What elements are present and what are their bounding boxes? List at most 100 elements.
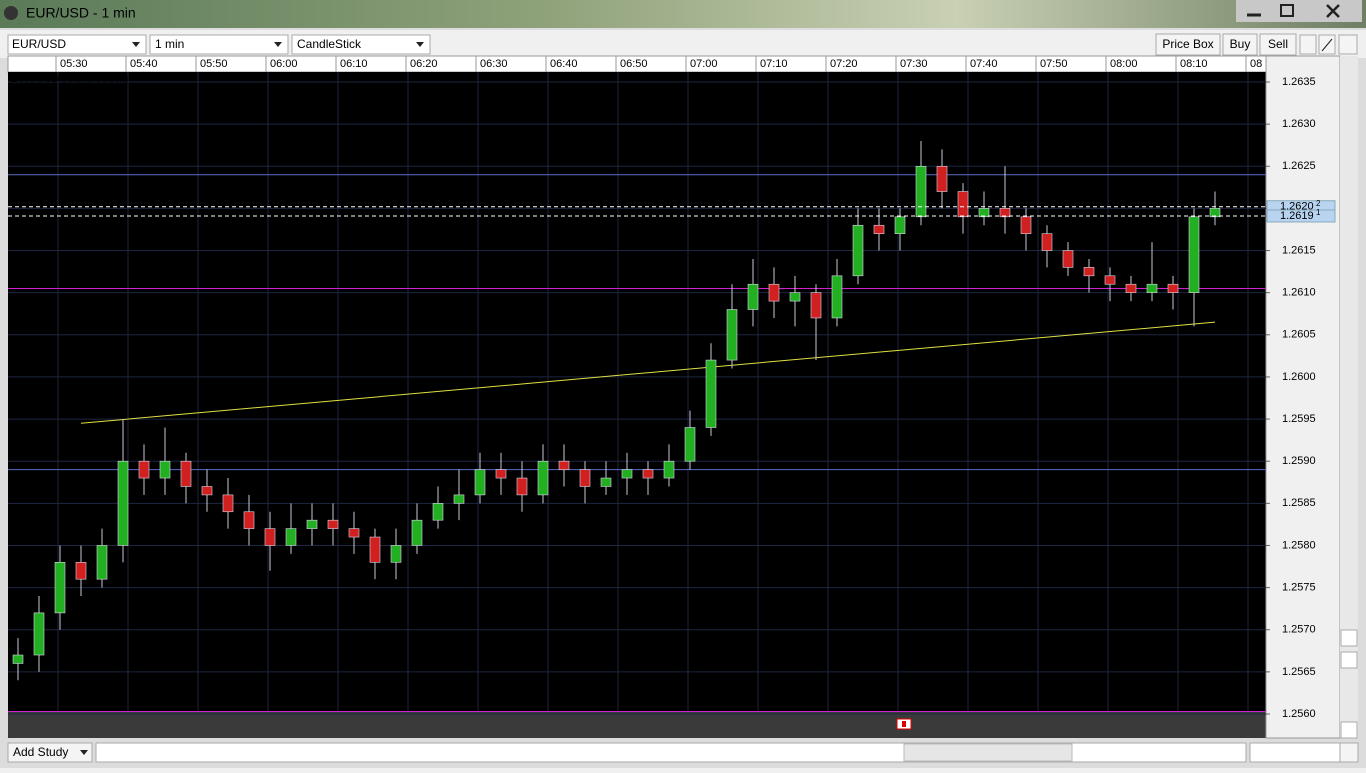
candle-body xyxy=(432,503,444,521)
x-tick-label: 06:40 xyxy=(550,58,578,70)
legend-entry: Low Bid xyxy=(10,99,49,111)
price-box-button[interactable] xyxy=(1155,33,1221,56)
event-strip xyxy=(8,712,1266,738)
candle-body xyxy=(999,208,1011,218)
candle-body xyxy=(369,536,381,563)
add-study-label: Add Study xyxy=(13,745,68,759)
y-tick-label: 1.2595 xyxy=(1282,413,1316,425)
x-tick-label: 07:40 xyxy=(970,58,998,70)
x-tick-label: 07:20 xyxy=(830,58,858,70)
x-tick-label: 07:30 xyxy=(900,58,928,70)
candle-body xyxy=(873,224,885,234)
candle-body xyxy=(516,477,528,496)
interval-value: 1 min xyxy=(155,37,184,51)
candle-body xyxy=(138,460,150,479)
x-tick-label: 05:40 xyxy=(130,58,158,70)
candle-body xyxy=(1167,283,1179,293)
time-scrollbar[interactable] xyxy=(95,742,1247,763)
y-tick-label: 1.2605 xyxy=(1282,329,1316,341)
x-tick-label: 08 xyxy=(1250,58,1262,70)
candle-body xyxy=(915,165,927,218)
scroll-thumb[interactable] xyxy=(903,743,1073,762)
candle-body xyxy=(222,494,234,513)
y-tick-label: 1.2615 xyxy=(1282,244,1316,256)
candle-body xyxy=(474,469,486,496)
candle-body xyxy=(558,460,570,470)
candle-body xyxy=(201,486,213,496)
candle-body xyxy=(831,275,843,319)
y-tick-label: 1.2610 xyxy=(1282,287,1316,299)
maximize-button[interactable] xyxy=(1272,0,1304,22)
y-tick-label: 1.2580 xyxy=(1282,539,1316,551)
candle-body xyxy=(495,469,507,479)
candle-body xyxy=(810,292,822,319)
candle-body xyxy=(1209,208,1221,218)
buy-button[interactable] xyxy=(1222,33,1258,56)
bars-tool[interactable] xyxy=(1299,34,1317,55)
x-tick-label: 06:00 xyxy=(270,58,298,70)
candle-body xyxy=(747,283,759,310)
candle-body xyxy=(852,224,864,277)
plot-area xyxy=(8,72,1266,712)
y-tick-label: 1.2630 xyxy=(1282,118,1316,130)
y-tick-label: 1.2570 xyxy=(1282,624,1316,636)
candle-body xyxy=(117,460,129,546)
price-axis xyxy=(1265,55,1341,739)
candle-body xyxy=(1083,267,1095,277)
candle-body xyxy=(12,654,24,664)
legend-entry: EUR/USD (CandleStick) xyxy=(10,73,129,85)
add-study-button[interactable] xyxy=(7,742,93,763)
legend-entry: High Ask xyxy=(10,86,54,98)
x-tick-label: 06:20 xyxy=(410,58,438,70)
y-tick-label: 1.2565 xyxy=(1282,666,1316,678)
symbol-select[interactable] xyxy=(7,34,147,55)
candle-body xyxy=(621,469,633,479)
interval-select[interactable] xyxy=(149,34,289,55)
candle-body xyxy=(96,545,108,580)
y-tick-label: 1.2590 xyxy=(1282,455,1316,467)
app-icon xyxy=(4,6,18,20)
minimize-button[interactable] xyxy=(1236,0,1272,22)
candle-body xyxy=(348,528,360,538)
candle-body xyxy=(789,292,801,302)
style-value: CandleStick xyxy=(297,37,362,51)
x-tick-label: 05:50 xyxy=(200,58,228,70)
candle-body xyxy=(768,283,780,302)
symbol-value: EUR/USD xyxy=(12,37,66,51)
buy-label: Buy xyxy=(1230,37,1251,51)
x-tick-label: 06:30 xyxy=(480,58,508,70)
popout-button[interactable] xyxy=(1338,34,1358,55)
candle-body xyxy=(1062,250,1074,268)
zoom-controls[interactable] xyxy=(1249,742,1341,763)
title-bar xyxy=(0,0,1366,28)
zoom-scrollbar[interactable] xyxy=(1340,56,1358,738)
y-tick-label: 1.2585 xyxy=(1282,497,1316,509)
window-title: EUR/USD - 1 min xyxy=(26,5,136,21)
style-select[interactable] xyxy=(291,34,431,55)
candle-body xyxy=(1188,216,1200,293)
candle-body xyxy=(1146,283,1158,293)
y-tick-label: 1.2635 xyxy=(1282,76,1316,88)
candle-body xyxy=(327,519,339,529)
y-tick-label: 1.2560 xyxy=(1282,708,1316,720)
candle-body xyxy=(537,460,549,496)
x-tick-label: 08:00 xyxy=(1110,58,1138,70)
y-tick-label: 1.2575 xyxy=(1282,582,1316,594)
candle-body xyxy=(33,612,45,656)
reset-button[interactable] xyxy=(1339,742,1359,763)
candle-body xyxy=(453,494,465,504)
candle-body xyxy=(726,309,738,361)
candle-body xyxy=(159,460,171,479)
candle-body xyxy=(306,519,318,529)
candle-body xyxy=(936,165,948,192)
candle-body xyxy=(54,562,66,614)
candle-body xyxy=(1020,216,1032,234)
chart: 1.2560 1.2565 1.2570 1.2575 1.2580 1.2585 1.25… xyxy=(7,55,1341,739)
price-box-label: Price Box xyxy=(1162,37,1213,51)
x-tick-label: 07:50 xyxy=(1040,58,1068,70)
candle-body xyxy=(663,460,675,479)
candle-body xyxy=(1104,275,1116,285)
sell-label: Sell xyxy=(1268,37,1288,51)
sell-button[interactable] xyxy=(1259,33,1297,56)
